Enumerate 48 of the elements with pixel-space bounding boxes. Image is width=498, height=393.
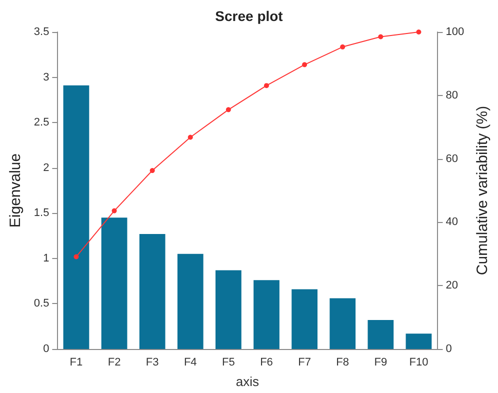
chart-title: Scree plot (215, 8, 284, 24)
bar (406, 334, 432, 349)
y2-tick-label: 40 (446, 216, 458, 228)
y2-tick-label: 0 (446, 343, 452, 355)
y-tick-label: 3.5 (34, 26, 50, 38)
y-tick-label: 3 (43, 71, 50, 84)
point (302, 62, 308, 68)
x-tick-label: F2 (108, 356, 121, 368)
point (378, 34, 384, 40)
x-tick-label: F6 (260, 356, 273, 368)
x-tick-label: F8 (336, 356, 350, 368)
y-tick-label: 2 (43, 162, 50, 174)
bar (216, 270, 242, 349)
point (416, 30, 422, 34)
bar (292, 289, 318, 349)
y2-tick-label: 100 (446, 26, 464, 38)
y-axis-title: Eigenvalue (7, 153, 24, 228)
y-tick-label: 1.5 (34, 207, 50, 220)
x-tick-label: F3 (146, 356, 159, 368)
bar (101, 218, 128, 349)
y2-tick-label: 80 (446, 89, 458, 102)
point (112, 208, 117, 214)
x-tick-label: F4 (184, 356, 197, 368)
y2-tick-label: 60 (446, 152, 458, 165)
bar (254, 280, 280, 349)
x-tick-label: F10 (409, 356, 428, 368)
y2-axis-title: Cumulative variability (%) (474, 106, 491, 276)
point (188, 134, 193, 140)
y-tick-label: 2.5 (34, 116, 50, 129)
x-tick-label: F9 (374, 356, 388, 368)
y2-tick-label: 20 (446, 280, 458, 292)
bar (177, 254, 204, 349)
x-tick-label: F1 (70, 356, 83, 368)
x-tick-label: F5 (222, 356, 235, 368)
x-tick-label: F7 (298, 356, 311, 368)
point (150, 168, 155, 174)
y-tick-label: 0.5 (34, 298, 50, 310)
point (264, 83, 269, 88)
point (74, 254, 79, 260)
bar (330, 298, 356, 349)
x-axis-title: axis (236, 374, 260, 389)
bar (368, 320, 394, 349)
bar (63, 85, 90, 349)
y-tick-label: 1 (43, 252, 50, 264)
point (226, 107, 231, 112)
y-tick-label: 0 (43, 343, 50, 355)
bar (139, 234, 166, 349)
point (340, 44, 346, 50)
